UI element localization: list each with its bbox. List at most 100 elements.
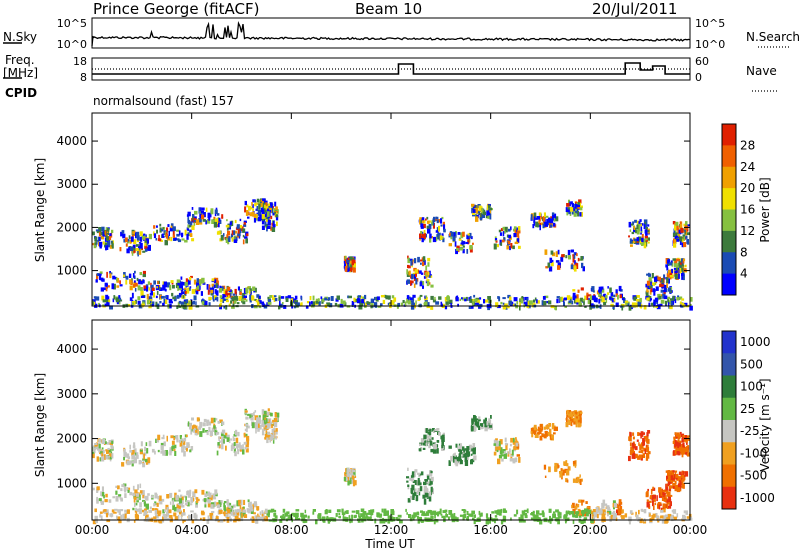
power-cell [610,303,614,307]
velocity-cell [497,509,502,514]
power-cell [226,297,229,302]
velocity-cell [566,479,569,483]
power-cell [554,305,557,311]
power-cell [599,290,602,297]
velocity-cell [533,424,537,431]
power-cell [93,301,96,305]
power-cell [219,303,222,308]
power-cell [503,237,506,242]
velocity-cell [638,517,641,520]
velocity-cell [256,506,260,511]
velocity-cell [99,514,102,518]
power-cell [150,289,153,296]
power-cell [431,220,434,226]
power-cell [129,240,132,244]
velocity-cell [494,515,498,518]
power-cell [662,293,666,299]
power-cell [566,210,569,216]
power-cell [310,301,313,305]
power-cell [100,232,103,236]
velocity-cell [120,514,123,520]
power-cell [636,237,639,242]
velocity-cell [441,445,444,449]
power-cell [684,229,688,236]
velocity-cell [515,437,517,440]
power-cell [550,250,554,255]
power-cell [649,290,652,295]
power-cell [424,233,426,239]
velocity-cell [282,516,286,520]
power-cell [516,228,519,232]
power-cell [538,212,542,216]
velocity-cell [215,432,219,436]
velocity-cell [265,418,268,424]
power-cell [382,299,386,304]
velocity-cell [554,466,558,472]
power-cell [172,230,175,236]
power-cell [466,234,470,240]
power-cell [142,250,146,253]
velocity-cell [225,514,228,518]
power-cell [633,238,637,242]
power-cell [278,295,281,298]
velocity-cell [273,512,277,517]
velocity-cell [103,454,106,460]
power-cell [140,290,144,296]
power-cell [611,298,615,303]
power-cell [441,233,444,237]
velocity-cell [565,460,568,464]
velocity-cell [452,454,456,459]
velocity-cell [171,445,175,449]
velocity-colorbar-segment [722,375,736,399]
velocity-cell [430,511,434,516]
velocity-cell [201,510,205,514]
power-cell [104,230,107,236]
velocity-cell [341,512,346,515]
power-cell [507,294,511,299]
power-cell [242,239,245,245]
power-cell [665,264,668,268]
power-cell [414,269,419,274]
velocity-cell [660,510,664,513]
power-cell [455,249,458,255]
velocity-cell [433,511,436,516]
power-cell [107,243,111,248]
power-cell [536,221,541,225]
velocity-cell [99,511,103,514]
velocity-cell [682,442,685,448]
power-cell [156,229,158,234]
velocity-cell [224,506,226,510]
power-cell [426,302,430,307]
power-cell [159,223,162,227]
velocity-cell [336,509,341,513]
velocity-cell [196,417,200,422]
velocity-cell [657,502,661,505]
power-cell [213,284,216,288]
power-cell [681,237,684,244]
power-cell [148,287,150,291]
power-cell [161,239,163,242]
power-cell [206,284,209,290]
velocity-cell [462,446,465,451]
velocity-cell [559,472,563,478]
velocity-cell [274,412,277,415]
power-cell [663,284,667,290]
velocity-cell [177,514,180,519]
velocity-cell [210,417,214,424]
velocity-cell [214,428,217,434]
velocity-cell [100,491,102,496]
velocity-cell [166,494,170,499]
power-cell [678,261,682,267]
power-cell [462,297,466,301]
power-cell [419,270,422,274]
velocity-cell [274,417,278,423]
velocity-cell [427,509,432,514]
velocity-cell [249,501,252,508]
velocity-cell [478,416,481,420]
power-cell [228,303,231,307]
velocity-cell [254,410,257,413]
velocity-cell [537,432,540,436]
power-cell [683,223,685,227]
velocity-cell [94,443,98,445]
velocity-cell [120,488,123,492]
